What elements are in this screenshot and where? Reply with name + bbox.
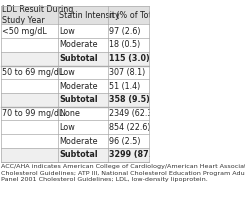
Text: None: None <box>59 109 80 118</box>
Text: Subtotal: Subtotal <box>59 95 98 104</box>
Text: 97 (2.6): 97 (2.6) <box>109 27 140 36</box>
Text: Statin Intensity: Statin Intensity <box>59 11 120 20</box>
Text: 51 (1.4): 51 (1.4) <box>109 82 140 91</box>
Text: 854 (22.6): 854 (22.6) <box>109 123 150 132</box>
Bar <box>1 66 149 79</box>
Bar <box>1 79 149 93</box>
Bar <box>1 24 149 38</box>
Text: 3299 (87.5): 3299 (87.5) <box>109 150 161 159</box>
Text: 307 (8.1): 307 (8.1) <box>109 68 145 77</box>
Text: 96 (2.5): 96 (2.5) <box>109 137 140 146</box>
Text: <50 mg/dL: <50 mg/dL <box>2 27 47 36</box>
Bar <box>1 134 149 148</box>
Text: 358 (9.5): 358 (9.5) <box>109 95 150 104</box>
Text: 115 (3.0): 115 (3.0) <box>109 54 150 63</box>
Text: ACC/AHA indicates American College of Cardiology/American Heart Association 2013: ACC/AHA indicates American College of Ca… <box>1 164 245 182</box>
Bar <box>1 148 149 162</box>
Text: n (% of Total): n (% of Total) <box>109 11 162 20</box>
Bar <box>1 38 149 52</box>
Text: Low: Low <box>59 123 75 132</box>
Text: Moderate: Moderate <box>59 82 98 91</box>
Text: 50 to 69 mg/dL: 50 to 69 mg/dL <box>2 68 63 77</box>
Bar <box>1 107 149 121</box>
Text: 2349 (62.3): 2349 (62.3) <box>109 109 155 118</box>
Text: Subtotal: Subtotal <box>59 54 98 63</box>
Text: LDL Result During
Study Year: LDL Result During Study Year <box>2 5 74 25</box>
Bar <box>1 6 149 24</box>
Bar <box>1 6 149 162</box>
Bar <box>1 121 149 134</box>
Text: 18 (0.5): 18 (0.5) <box>109 40 140 49</box>
Text: Subtotal: Subtotal <box>59 150 98 159</box>
Text: Low: Low <box>59 68 75 77</box>
Text: Moderate: Moderate <box>59 40 98 49</box>
Text: Moderate: Moderate <box>59 137 98 146</box>
Bar <box>1 52 149 66</box>
Text: 70 to 99 mg/dL: 70 to 99 mg/dL <box>2 109 64 118</box>
Bar <box>1 93 149 107</box>
Text: Low: Low <box>59 27 75 36</box>
